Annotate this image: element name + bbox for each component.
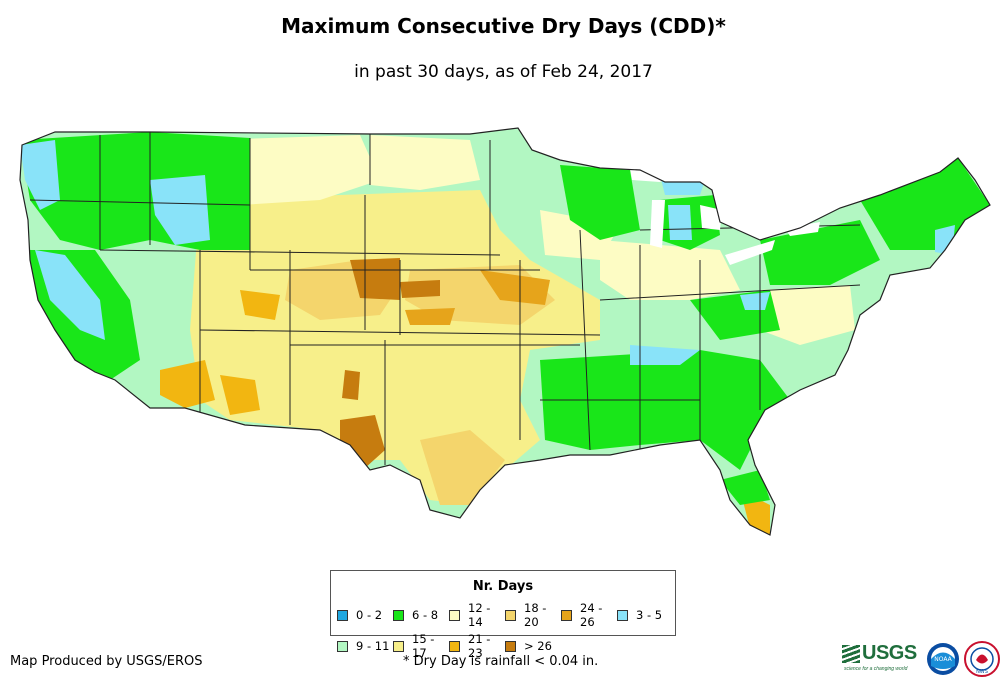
svg-text:NWS: NWS <box>976 669 988 675</box>
legend-swatch <box>393 640 404 652</box>
cdd-field <box>20 128 990 535</box>
legend-swatch <box>561 609 572 621</box>
svg-text:NOAA: NOAA <box>934 656 952 663</box>
dry-day-note: * Dry Day is rainfall < 0.04 in. <box>403 654 599 669</box>
region-6-8-florida <box>720 470 770 505</box>
legend-item: 18 - 20 <box>505 601 561 629</box>
usgs-mark-icon <box>842 644 860 663</box>
region-24-26-kansas-south <box>405 308 455 325</box>
legend-label: 12 - 14 <box>468 601 491 629</box>
region-over-26-kansas <box>400 280 440 298</box>
legend-label: > 26 <box>524 639 552 653</box>
region-6-8-new-york <box>760 220 880 285</box>
legend-item: 9 - 11 <box>337 632 393 660</box>
legend-title: Nr. Days <box>472 579 534 594</box>
nws-logo: NWS <box>964 641 1000 677</box>
legend-swatch <box>337 609 348 621</box>
lake-michigan <box>650 200 665 248</box>
region-3-5-washington <box>20 140 60 210</box>
region-6-8-wisconsin <box>560 165 640 240</box>
legend-item: 12 - 14 <box>449 601 505 629</box>
legend-swatch <box>617 609 628 621</box>
legend-item: 0 - 2 <box>337 601 393 629</box>
region-3-5-california <box>35 250 105 340</box>
legend-item: > 26 <box>505 632 561 660</box>
region-21-23-utah <box>240 290 280 320</box>
legend-swatch <box>505 609 516 621</box>
region-over-26-new-mexico-north <box>342 370 360 400</box>
region-21-23-arizona <box>160 360 215 408</box>
legend-swatch <box>449 609 460 621</box>
usgs-logo: USGS science for a changing world <box>842 642 917 672</box>
legend: Nr. Days 0 - 2 6 - 8 12 - 14 18 - 20 24 - 26… <box>330 570 676 660</box>
noaa-logo: NOAA <box>927 643 959 675</box>
region-3-5-tennessee <box>630 345 700 365</box>
region-12-14-dakota <box>370 135 480 190</box>
lake-ontario <box>785 222 820 236</box>
legend-label: 18 - 20 <box>524 601 547 629</box>
legend-grid: 0 - 2 6 - 8 12 - 14 18 - 20 24 - 26 3 - 5 9 - … <box>337 601 673 660</box>
agency-logos: USGS science for a changing world NOAA N… <box>842 640 1002 680</box>
region-21-23-arizona-south <box>220 375 260 415</box>
legend-swatch <box>505 640 516 652</box>
map-title: Maximum Consecutive Dry Days (CDD)* <box>281 14 726 38</box>
legend-label: 21 - 23 <box>468 632 491 660</box>
legend-swatch <box>449 640 460 652</box>
lake-erie <box>725 240 775 265</box>
legend-item: 24 - 26 <box>561 601 617 629</box>
legend-item: 21 - 23 <box>449 632 505 660</box>
region-24-26-kansas <box>480 270 550 305</box>
legend-label: 3 - 5 <box>636 608 663 622</box>
state-borders <box>29 132 861 465</box>
legend-swatch <box>337 640 348 652</box>
legend-label: 15 - 17 <box>412 632 435 660</box>
legend-label: 6 - 8 <box>412 608 439 622</box>
region-12-14-ohio-valley <box>600 240 740 300</box>
legend-label: 9 - 11 <box>356 639 390 653</box>
legend-label: 24 - 26 <box>580 601 603 629</box>
lake-huron <box>700 205 722 230</box>
credit-text: Map Produced by USGS/EROS <box>10 654 203 669</box>
legend-item: 6 - 8 <box>393 601 449 629</box>
legend-item: 3 - 5 <box>617 601 673 629</box>
region-6-8-new-england <box>860 158 990 250</box>
region-6-8-southeast <box>540 350 790 470</box>
region-3-5-west-virginia <box>740 292 770 310</box>
region-12-14-virginia <box>760 285 855 345</box>
region-12-14-montana <box>210 135 380 205</box>
region-3-5-lower-michigan <box>668 205 692 240</box>
map-subtitle: in past 30 days, as of Feb 24, 2017 <box>354 62 653 82</box>
region-3-5-upper-michigan <box>660 175 705 195</box>
region-over-26-colorado <box>350 258 400 300</box>
legend-label: 0 - 2 <box>356 608 383 622</box>
legend-item: 15 - 17 <box>393 632 449 660</box>
legend-swatch <box>393 609 404 621</box>
us-outline <box>19 127 991 536</box>
region-3-5-idaho <box>150 175 210 245</box>
